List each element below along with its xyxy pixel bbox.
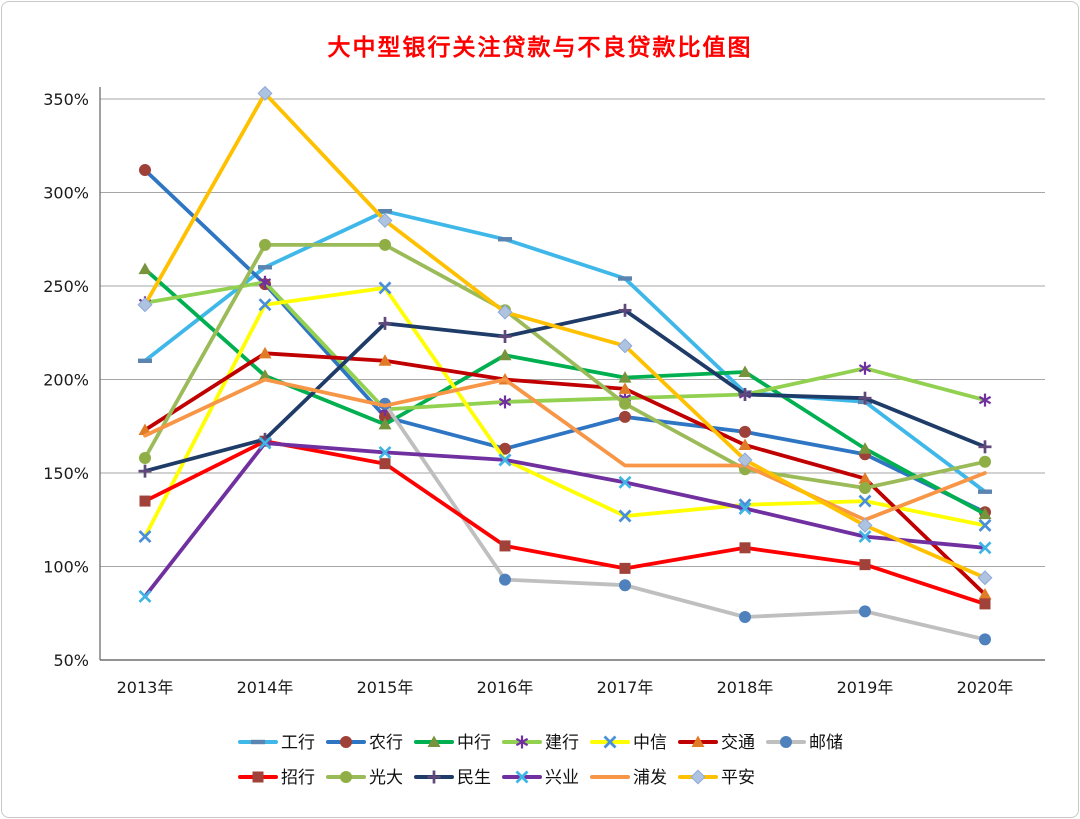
legend-label: 中信	[633, 733, 667, 753]
chart-title: 大中型银行关注贷款与不良贷款比值图	[327, 35, 753, 61]
legend-item-农行: 农行	[326, 733, 403, 753]
y-tick-label: 100%	[43, 558, 89, 577]
legend-label: 农行	[369, 733, 403, 753]
legend-item-浦发: 浦发	[590, 768, 667, 788]
series-平安	[137, 85, 993, 586]
x-tick-label: 2020年	[957, 678, 1014, 697]
legend-label: 招行	[281, 768, 315, 788]
series-农行	[139, 164, 991, 519]
x-tick-label: 2013年	[117, 678, 174, 697]
x-tick-label: 2014年	[237, 678, 294, 697]
legend-item-民生: 民生	[414, 768, 491, 788]
legend-item-中行: 中行	[414, 733, 491, 753]
legend-label: 工行	[281, 733, 315, 753]
x-tick-label: 2015年	[357, 678, 414, 697]
legend-label: 邮储	[809, 733, 843, 753]
legend-label: 浦发	[633, 768, 667, 788]
legend-label: 民生	[457, 768, 491, 788]
legend-label: 光大	[369, 768, 403, 788]
x-axis-tick-labels: 2013年 2014年 2015年 2016年 2017年 2018年 2019年 2020年	[117, 678, 1014, 697]
y-tick-label: 50%	[53, 651, 89, 670]
legend-item-光大: 光大	[326, 768, 403, 788]
series-浦发	[143, 377, 987, 522]
x-tick-label: 2016年	[477, 678, 534, 697]
legend-item-工行: 工行	[238, 733, 315, 753]
y-tick-label: 250%	[43, 277, 89, 296]
legend-item-交通: 交通	[678, 733, 755, 753]
legend-item-建行: 建行	[502, 733, 579, 753]
series-中信	[138, 281, 992, 544]
y-axis-tick-labels: 350% 300% 250% 200% 150% 100% 50%	[43, 90, 89, 670]
legend-item-兴业: 兴业	[502, 768, 579, 788]
legend-label: 交通	[721, 733, 755, 753]
legend-item-中信: 中信	[590, 733, 667, 753]
series-建行	[138, 275, 992, 416]
y-tick-label: 300%	[43, 184, 89, 203]
legend-item-平安: 平安	[678, 768, 755, 788]
legend-label: 中行	[457, 733, 491, 753]
x-tick-label: 2018年	[717, 678, 774, 697]
legend-label: 兴业	[545, 768, 579, 788]
y-tick-label: 350%	[43, 90, 89, 109]
gridlines	[100, 98, 1045, 661]
y-tick-label: 200%	[43, 371, 89, 390]
x-tick-label: 2017年	[597, 678, 654, 697]
legend-item-招行: 招行	[238, 768, 315, 788]
legend-label: 建行	[545, 733, 579, 753]
x-tick-label: 2019年	[837, 678, 894, 697]
series-民生	[138, 303, 992, 478]
y-tick-label: 150%	[43, 464, 89, 483]
legend-item-邮储: 邮储	[766, 733, 843, 753]
legend-label: 平安	[721, 768, 755, 788]
series-兴业	[138, 436, 992, 603]
